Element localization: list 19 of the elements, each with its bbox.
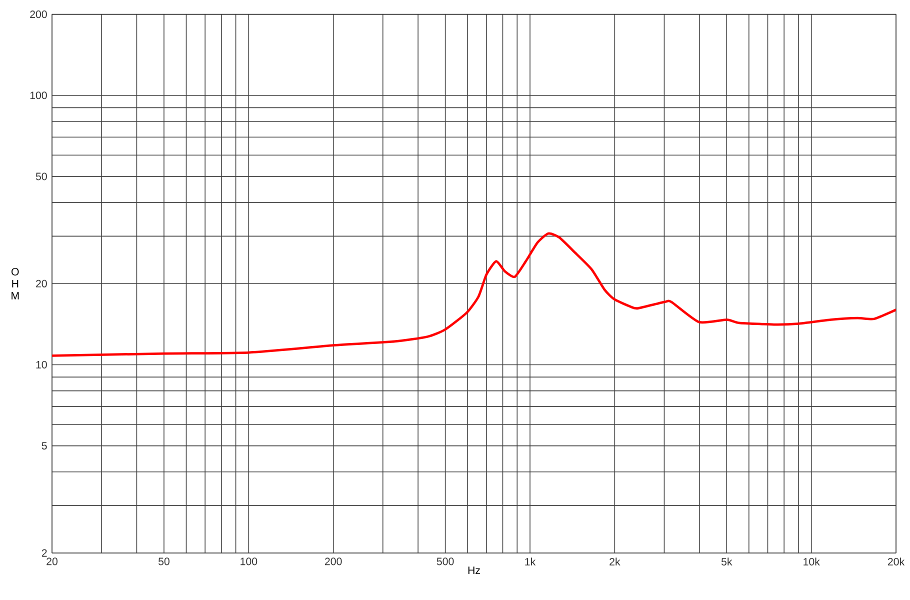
x-tick-label: 2k bbox=[610, 558, 620, 566]
x-tick-label: 100 bbox=[240, 558, 258, 566]
y-tick-label: 20 bbox=[36, 280, 47, 288]
y-tick-label: 100 bbox=[30, 92, 47, 100]
y-tick-label: 10 bbox=[36, 360, 47, 368]
x-tick-label: 10k bbox=[804, 558, 820, 566]
y-axis-title: O H M bbox=[12, 268, 19, 300]
x-tick-label: 50 bbox=[158, 558, 170, 566]
y-tick-label: 200 bbox=[30, 10, 47, 18]
x-axis-title: Hz bbox=[468, 566, 480, 574]
x-tick-label: 500 bbox=[436, 558, 454, 566]
y-tick-label: 50 bbox=[36, 172, 47, 180]
x-tick-label: 5k bbox=[721, 558, 732, 566]
y-tick-label: 2 bbox=[42, 549, 47, 557]
x-tick-label: 20k bbox=[888, 558, 905, 566]
x-tick-label: 20 bbox=[46, 558, 58, 566]
y-tick-label: 5 bbox=[42, 442, 47, 450]
x-tick-label: 200 bbox=[325, 558, 342, 566]
x-tick-label: 1k bbox=[525, 558, 536, 566]
